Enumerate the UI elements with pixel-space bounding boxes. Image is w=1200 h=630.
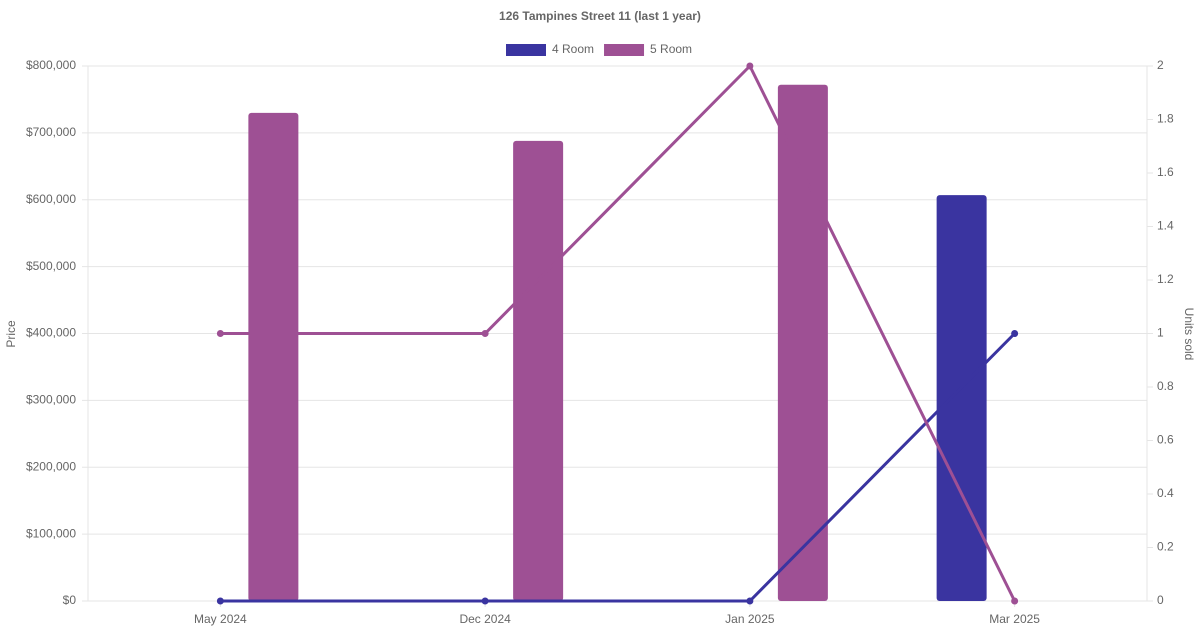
bar (248, 112, 299, 601)
chart-title: 126 Tampines Street 11 (last 1 year) (499, 9, 701, 23)
y2-tick-label: 0.2 (1157, 540, 1174, 554)
y2-tick-label: 0.6 (1157, 433, 1174, 447)
y2-tick-label: 1 (1157, 326, 1164, 340)
line (220, 332, 1016, 603)
y-tick-label: $400,000 (26, 326, 76, 340)
bar (936, 195, 987, 601)
y2-tick-label: 1.6 (1157, 165, 1174, 179)
point (481, 597, 489, 605)
y-tick-label: $800,000 (26, 58, 76, 72)
y-tick-label: $500,000 (26, 259, 76, 273)
y2-axis-title: Units sold (1182, 308, 1196, 361)
point (216, 597, 224, 605)
point (216, 330, 224, 337)
y2-tick-label: 1.2 (1157, 272, 1174, 286)
y2-tick-label: 1.8 (1157, 112, 1174, 126)
x-tick-label: Mar 2025 (989, 612, 1040, 626)
legend-swatch (604, 44, 645, 56)
bar (513, 140, 564, 601)
bar (777, 84, 828, 602)
y-tick-label: $100,000 (26, 526, 76, 540)
y2-tick-label: 0 (1157, 593, 1164, 607)
legend-swatch (506, 44, 546, 56)
legend-label: 5 Room (650, 42, 692, 56)
x-tick-label: Jan 2025 (725, 612, 775, 626)
y-axis-title: Price (4, 320, 18, 348)
line (220, 63, 1016, 602)
y2-tick-label: 0.8 (1157, 379, 1174, 393)
legend-label: 4 Room (552, 42, 594, 56)
x-tick-label: Dec 2024 (459, 612, 511, 626)
point (746, 62, 754, 70)
x-tick-label: May 2024 (194, 612, 247, 626)
y2-tick-label: 1.4 (1157, 219, 1174, 233)
y-tick-label: $600,000 (26, 192, 76, 206)
y-tick-label: $200,000 (26, 459, 76, 473)
y2-tick-label: 2 (1157, 58, 1164, 72)
point (481, 330, 489, 337)
y2-tick-label: 0.4 (1157, 486, 1174, 500)
point (1011, 597, 1019, 605)
point (746, 597, 754, 605)
y-tick-label: $0 (63, 593, 77, 607)
y-tick-label: $700,000 (26, 125, 76, 139)
point (1011, 330, 1019, 337)
y-tick-label: $300,000 (26, 393, 76, 407)
